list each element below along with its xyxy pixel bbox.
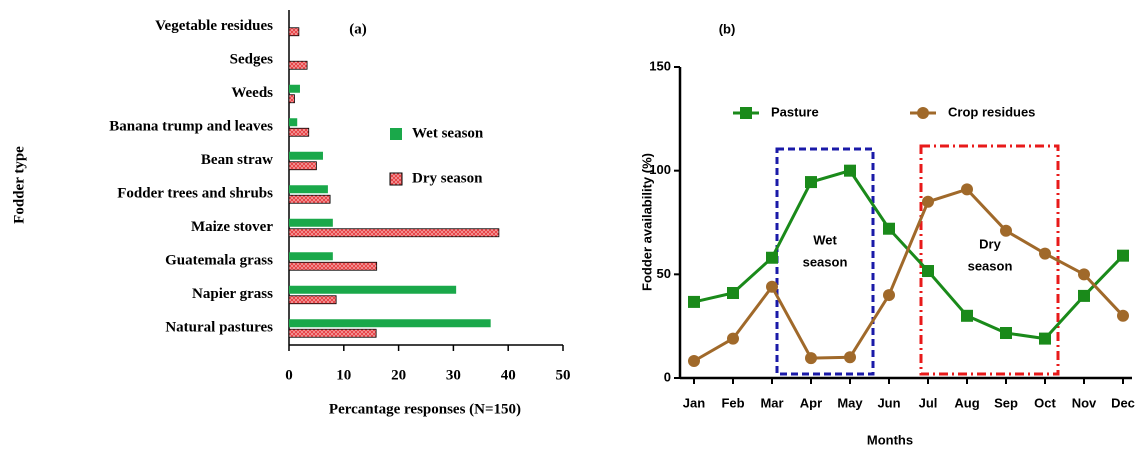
annotation: Wet <box>813 232 837 247</box>
x-axis-title: Months <box>867 432 913 447</box>
x-tick-label: Mar <box>760 395 783 410</box>
x-tick-label: Sep <box>994 395 1018 410</box>
marker <box>688 295 700 308</box>
x-tick-label: 40 <box>501 367 516 383</box>
annotation: season <box>968 258 1013 273</box>
legend-label: Crop residues <box>948 104 1035 119</box>
category-label: Banana trump and leaves <box>109 119 273 135</box>
marker <box>883 289 895 302</box>
category-label: Maize stover <box>191 219 273 235</box>
marker <box>883 222 895 235</box>
marker <box>805 176 817 189</box>
x-tick-label: Jan <box>683 395 705 410</box>
x-tick-label: Dec <box>1111 395 1135 410</box>
bar <box>288 27 300 37</box>
y-axis-title: Fodder availability (%) <box>639 153 654 291</box>
marker <box>766 280 778 293</box>
panel-label: (a) <box>349 21 367 37</box>
legend-label: Wet season <box>412 125 484 141</box>
annotation: Dry <box>979 236 1001 251</box>
bar <box>288 94 295 104</box>
y-tick-label: 50 <box>657 266 671 281</box>
x-tick-label: Oct <box>1034 395 1056 410</box>
legend-marker <box>917 107 929 119</box>
x-tick-label: Nov <box>1072 395 1097 410</box>
marker <box>922 265 934 278</box>
category-label: Natural pastures <box>165 320 273 336</box>
bar <box>288 228 500 238</box>
x-tick-label: Jun <box>877 395 900 410</box>
y-tick-label: 100 <box>649 162 671 177</box>
panel-a: 0 10 20 30 40 50 Vegetable residues Sedges Weeds… <box>11 10 571 417</box>
marker <box>688 354 700 367</box>
x-tick-label: 0 <box>285 367 293 383</box>
bar <box>288 328 377 338</box>
category-label: Fodder trees and shrubs <box>117 186 273 202</box>
x-axis-title: Percantage responses (N=150) <box>329 401 521 417</box>
y-tick-label: 150 <box>649 58 671 73</box>
bar <box>288 261 378 271</box>
bar <box>289 252 333 261</box>
bar <box>288 194 331 204</box>
bar <box>288 161 317 171</box>
legend-swatch <box>389 172 403 186</box>
panel-b: 0 50 100 150 Jan Feb Mar Apr May Jun Jul Aug Sep Oct N… <box>639 21 1134 447</box>
x-tick-label: Apr <box>800 395 822 410</box>
marker <box>1117 249 1129 262</box>
marker <box>1078 289 1090 302</box>
marker <box>844 164 856 177</box>
bar <box>288 60 308 70</box>
panel-label: (b) <box>719 21 736 36</box>
line <box>693 187 1125 363</box>
bar <box>289 185 328 194</box>
category-label: Napier grass <box>192 286 273 302</box>
marker <box>1000 224 1012 237</box>
bar <box>288 295 337 305</box>
marker <box>727 332 739 345</box>
x-tick-label: 10 <box>336 367 351 383</box>
marker <box>1078 268 1090 281</box>
bar <box>288 127 310 137</box>
marker <box>1039 332 1051 345</box>
bar <box>289 118 298 127</box>
marker <box>805 352 817 365</box>
legend-swatch <box>390 128 402 140</box>
x-tick-label: Feb <box>721 395 744 410</box>
y-tick-label: 0 <box>664 369 671 384</box>
category-label: Guatemala grass <box>165 253 273 269</box>
legend-label: Pasture <box>771 104 819 119</box>
bar <box>289 151 323 160</box>
legend-marker <box>740 107 752 119</box>
marker <box>1117 309 1129 322</box>
annotation: season <box>803 254 848 269</box>
marker <box>727 286 739 299</box>
bar <box>289 84 300 93</box>
category-label: Bean straw <box>201 152 273 168</box>
x-tick-label: 20 <box>391 367 406 383</box>
category-label: Vegetable residues <box>155 18 273 34</box>
bar <box>289 218 333 227</box>
marker <box>1000 327 1012 340</box>
marker <box>922 195 934 208</box>
marker <box>961 183 973 196</box>
bar <box>289 285 457 294</box>
category-label: Sedges <box>230 52 274 68</box>
x-tick-label: Jul <box>919 395 938 410</box>
legend-label: Dry season <box>412 170 483 186</box>
category-label: Weeds <box>231 85 273 101</box>
marker <box>1039 247 1051 260</box>
marker <box>766 251 778 264</box>
x-tick-label: 30 <box>446 367 461 383</box>
x-tick-label: 50 <box>556 367 571 383</box>
x-tick-label: Aug <box>954 395 979 410</box>
marker <box>961 309 973 322</box>
y-axis-title: Fodder type <box>11 146 27 224</box>
x-tick-label: May <box>837 395 863 410</box>
bar <box>289 319 491 328</box>
marker <box>844 351 856 364</box>
